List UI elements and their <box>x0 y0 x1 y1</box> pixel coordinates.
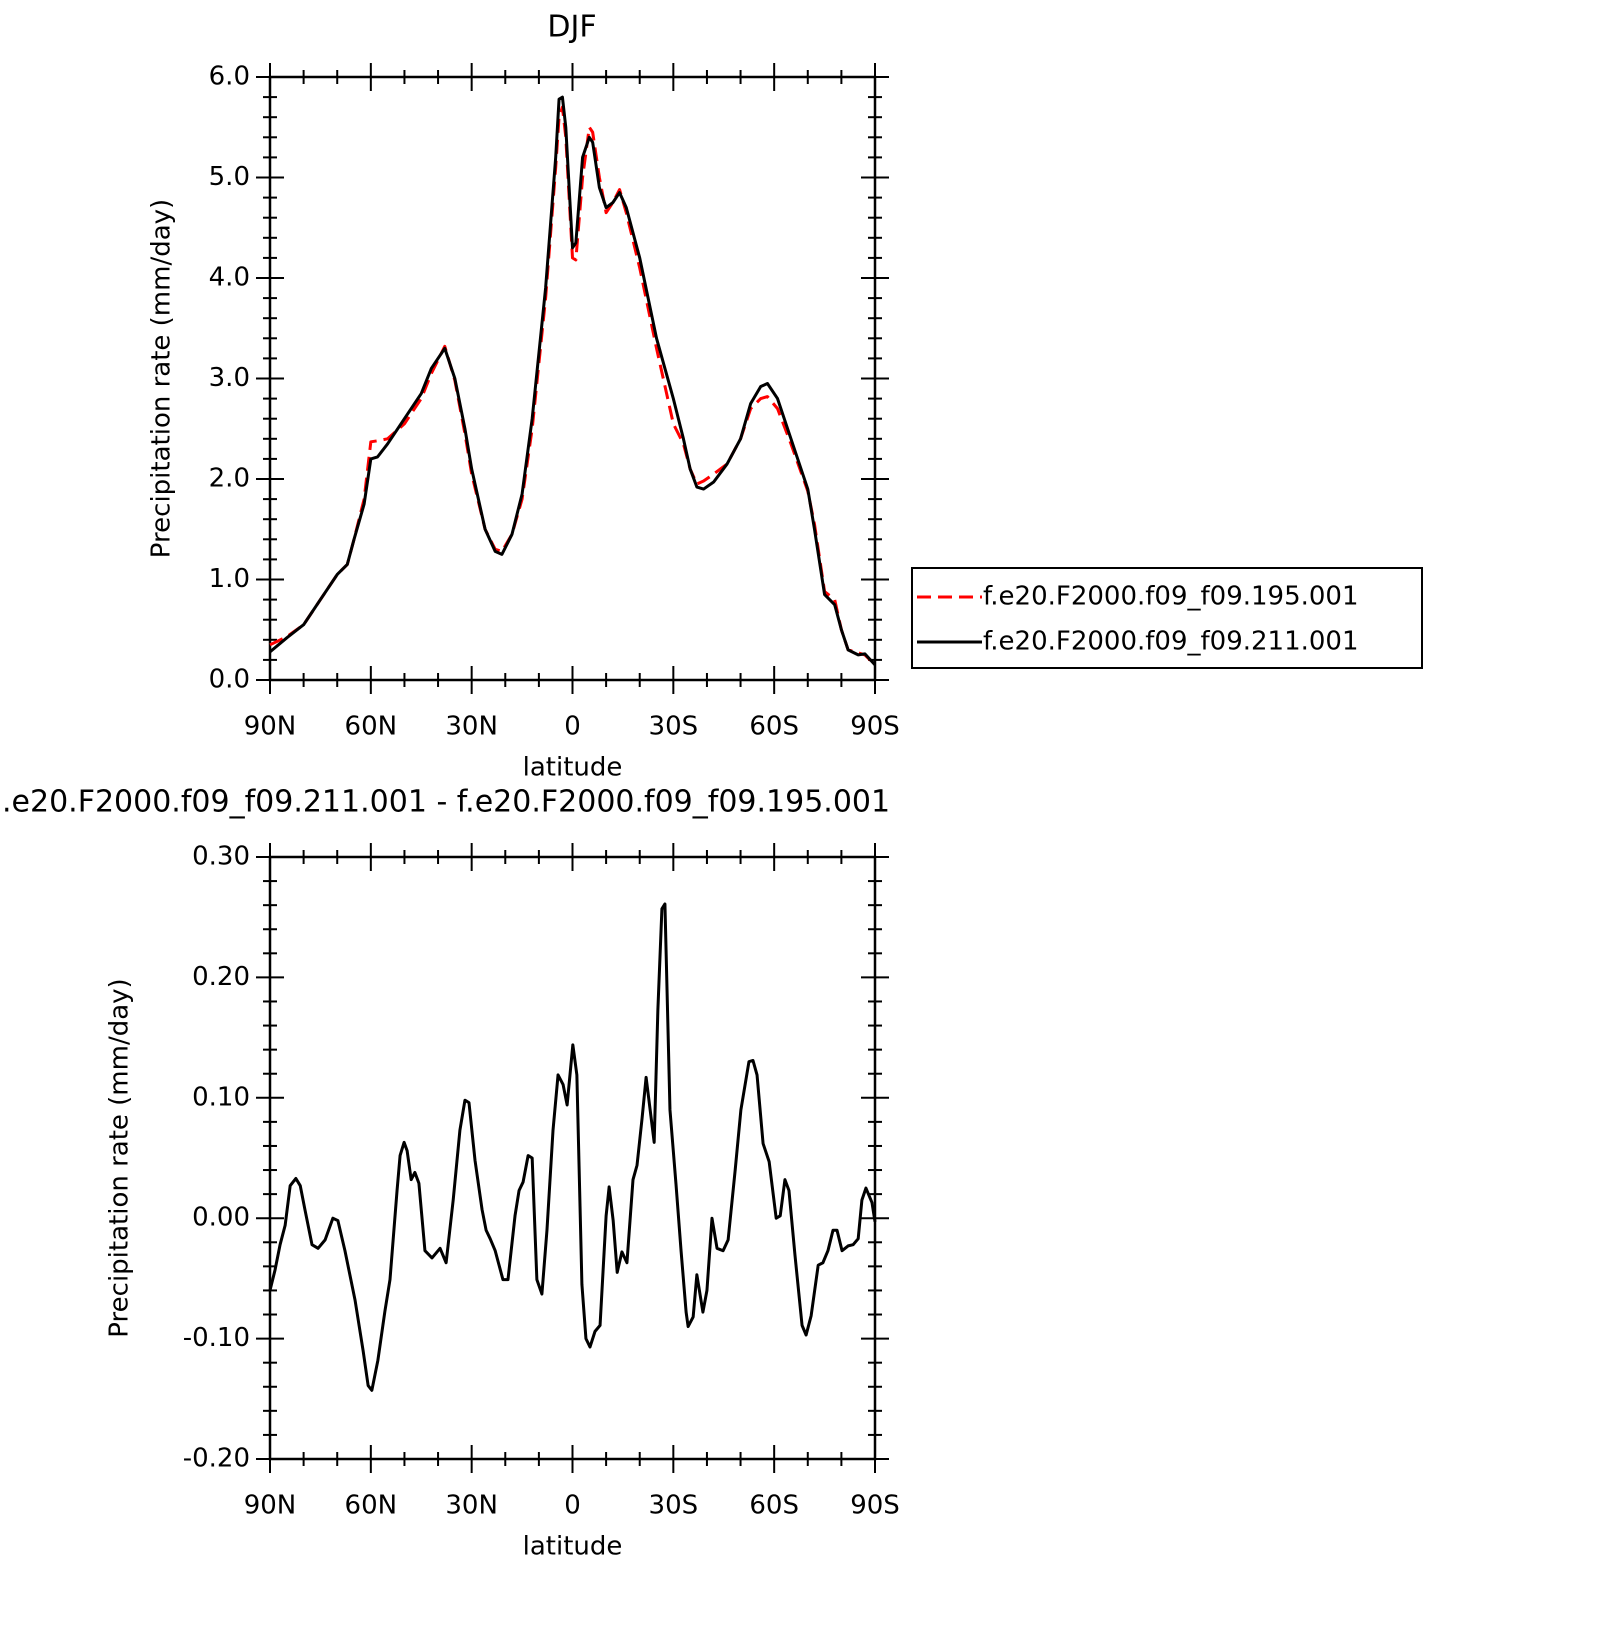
y-axis-label: Precipitation rate (mm/day) <box>105 978 135 1337</box>
x-tick-label: 90S <box>850 712 900 742</box>
legend-label: f.e20.F2000.f09_f09.195.001 <box>983 582 1359 612</box>
y-tick-label: 1.0 <box>209 564 250 594</box>
x-tick-label: 60N <box>345 712 398 742</box>
x-tick-label: 30S <box>649 712 699 742</box>
x-tick-label: 0 <box>564 1491 581 1521</box>
y-tick-label: 6.0 <box>209 62 250 92</box>
y-axis-label: Precipitation rate (mm/day) <box>147 199 177 558</box>
x-tick-label: 30N <box>445 712 498 742</box>
y-tick-label: 0.10 <box>192 1082 250 1112</box>
legend-label: f.e20.F2000.f09_f09.211.001 <box>983 627 1359 657</box>
series-line <box>269 105 877 666</box>
y-tick-label: 0.00 <box>192 1203 250 1233</box>
y-tick-label: 0.30 <box>192 842 250 872</box>
y-tick-label: 3.0 <box>209 363 250 393</box>
x-tick-label: 90N <box>244 712 297 742</box>
plot-frame <box>268 75 877 682</box>
y-tick-label: 5.0 <box>209 162 250 192</box>
x-tick-label: 90N <box>244 1491 297 1521</box>
x-tick-label: 30S <box>649 1491 699 1521</box>
y-tick-label: -0.10 <box>183 1323 250 1353</box>
x-tick-label: 60N <box>345 1491 398 1521</box>
y-tick-label: -0.20 <box>183 1444 250 1474</box>
chart-title: .e20.F2000.f09_f09.211.001 - f.e20.F2000… <box>2 785 890 820</box>
y-tick-label: 0.20 <box>192 962 250 992</box>
y-tick-label: 4.0 <box>209 263 250 293</box>
x-tick-label: 60S <box>749 1491 799 1521</box>
x-tick-label: 0 <box>564 712 581 742</box>
x-axis-label: latitude <box>523 1532 623 1562</box>
plot-frame <box>268 855 877 1461</box>
y-tick-label: 2.0 <box>209 464 250 494</box>
y-tick-label: 0.0 <box>209 665 250 695</box>
series-line <box>269 95 877 666</box>
x-tick-label: 90S <box>850 1491 900 1521</box>
chart-title: DJF <box>547 10 596 45</box>
x-axis-label: latitude <box>523 753 623 783</box>
x-tick-label: 60S <box>749 712 799 742</box>
legend-box <box>911 567 1423 669</box>
series-line <box>268 902 877 1392</box>
x-tick-label: 30N <box>445 1491 498 1521</box>
legend: f.e20.F2000.f09_f09.195.001 f.e20.F2000.f… <box>911 567 1423 669</box>
